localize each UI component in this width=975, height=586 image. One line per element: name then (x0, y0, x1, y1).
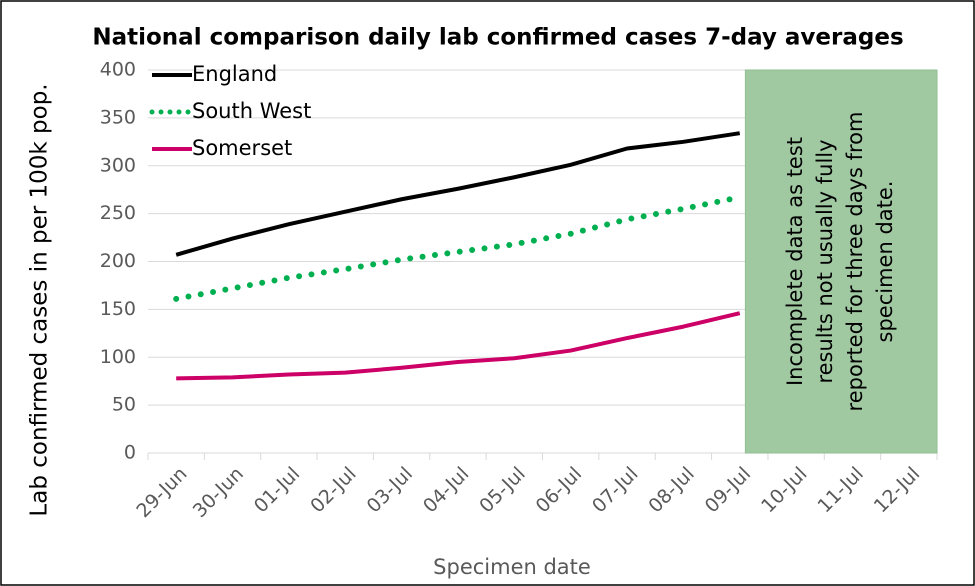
y-tick-label: 300 (100, 154, 136, 176)
legend-label: South West (192, 99, 311, 123)
y-tick-label: 200 (100, 250, 136, 272)
y-axis-title: Lab confirmed cases in per 100k pop. (27, 83, 53, 516)
y-tick-label: 250 (100, 202, 136, 224)
annotation-line: reported for three days from (843, 112, 867, 412)
chart-title: National comparison daily lab confirmed … (92, 25, 903, 51)
annotation-box (744, 69, 938, 454)
y-tick-label: 150 (100, 298, 136, 320)
series-line (173, 194, 743, 302)
y-tick-label: 100 (100, 346, 136, 368)
annotation-text: Incomplete data as test results not usual… (783, 112, 897, 412)
legend-label: Somerset (192, 136, 292, 160)
series-line (176, 311, 741, 381)
x-axis-title: Specimen date (433, 555, 591, 579)
series-line (175, 131, 741, 257)
y-tick-label: 0 (124, 442, 136, 464)
y-tick-label: 50 (112, 394, 136, 416)
annotation-line: results not usually fully (813, 139, 837, 383)
legend-label: England (192, 62, 277, 86)
y-tick-label: 400 (100, 59, 136, 81)
y-tick-label: 350 (100, 106, 136, 128)
annotation-line: Incomplete data as test (783, 137, 807, 386)
annotation-line: specimen date. (873, 181, 897, 343)
